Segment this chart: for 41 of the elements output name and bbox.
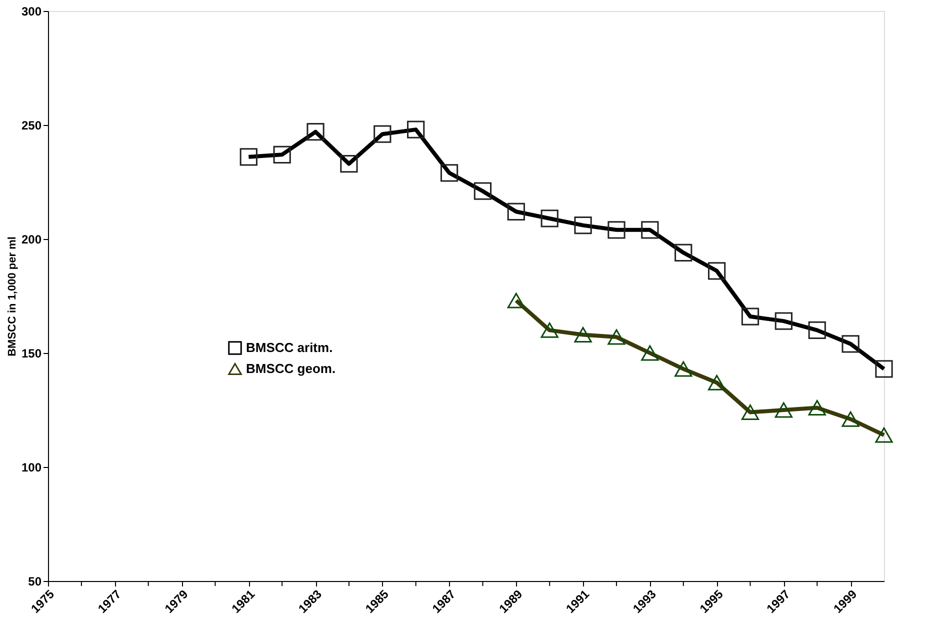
point	[608, 329, 626, 345]
point	[842, 411, 860, 427]
point	[374, 125, 392, 143]
y-tick-label: 300	[21, 4, 42, 18]
point	[340, 154, 358, 173]
point	[842, 335, 860, 353]
point	[440, 164, 458, 182]
point	[774, 402, 792, 418]
point	[641, 221, 659, 239]
y-tick-label: 50	[28, 574, 42, 588]
y-axis-title: BMSCC in 1,000 per ml	[6, 236, 18, 356]
y-tick-label: 150	[21, 346, 42, 360]
point	[273, 146, 291, 164]
legend-label: BMSCC aritm.	[246, 340, 333, 355]
point	[708, 262, 726, 280]
point	[540, 322, 558, 338]
y-tick-label: 100	[21, 460, 42, 474]
y-tick-label: 250	[21, 118, 42, 132]
point	[641, 345, 659, 361]
point	[741, 404, 760, 420]
point	[774, 312, 792, 330]
point	[507, 202, 525, 220]
point	[608, 221, 626, 239]
point	[808, 400, 826, 416]
point	[306, 123, 324, 141]
point	[507, 292, 525, 308]
point	[574, 216, 592, 234]
point	[875, 360, 893, 378]
point	[875, 427, 893, 443]
point	[808, 321, 826, 340]
legend-label: BMSCC geom.	[246, 361, 336, 376]
point	[407, 120, 425, 138]
point	[674, 244, 692, 262]
point	[708, 374, 726, 390]
point	[474, 182, 492, 200]
point	[674, 361, 692, 377]
point	[574, 327, 592, 342]
point	[240, 148, 258, 166]
point	[540, 210, 558, 228]
y-tick-label: 200	[21, 232, 42, 246]
point	[741, 308, 760, 326]
